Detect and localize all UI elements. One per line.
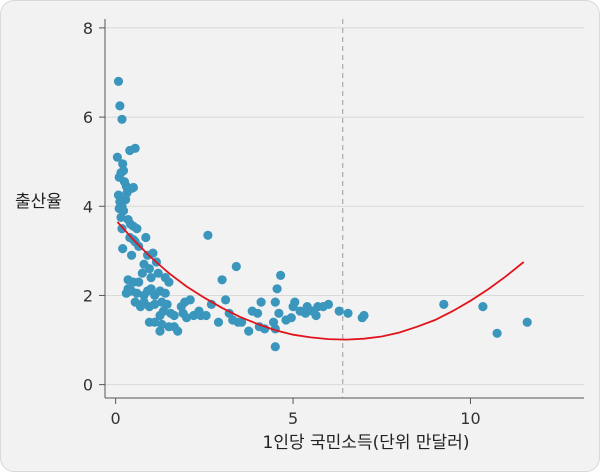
gridlines — [105, 27, 584, 386]
data-point — [118, 244, 128, 254]
x-axis-title: 1인당 국민소득(단위 만달러) — [263, 433, 470, 453]
data-point — [132, 224, 142, 234]
data-point — [127, 250, 137, 260]
x-tick-label: 10 — [460, 409, 480, 428]
data-point — [169, 310, 179, 321]
trend-curve — [116, 221, 525, 341]
data-point — [334, 306, 344, 316]
data-point — [153, 268, 163, 278]
data-point — [112, 152, 122, 162]
data-point — [160, 288, 170, 298]
data-point — [286, 313, 296, 323]
data-point — [253, 308, 263, 318]
data-point — [122, 188, 132, 198]
data-point — [115, 101, 125, 111]
data-point — [117, 114, 127, 124]
data-point — [522, 317, 532, 327]
y-tick-label: 4 — [83, 197, 93, 216]
data-point — [134, 277, 144, 287]
data-point — [150, 299, 160, 309]
data-point — [288, 302, 298, 312]
data-point — [141, 232, 151, 243]
data-point — [116, 212, 126, 222]
data-point — [359, 310, 369, 321]
x-tick-label: 5 — [288, 409, 298, 428]
data-point — [113, 76, 124, 86]
data-point — [478, 302, 488, 312]
y-axis-title: 출산율 — [15, 192, 62, 212]
data-point — [182, 313, 192, 323]
y-tick-label: 2 — [83, 286, 93, 305]
data-point — [144, 317, 154, 327]
data-point — [270, 297, 280, 307]
data-point — [118, 159, 128, 169]
data-point — [155, 310, 165, 321]
data-point — [323, 299, 334, 309]
data-point — [237, 317, 247, 327]
data-point — [274, 308, 284, 318]
data-point — [121, 288, 131, 298]
y-tick-label: 6 — [83, 108, 93, 127]
data-point — [256, 297, 266, 307]
data-point — [132, 288, 142, 298]
y-tick-label: 8 — [83, 19, 93, 38]
data-point — [244, 326, 254, 336]
data-point — [137, 268, 147, 278]
x-tick-label: 0 — [111, 409, 121, 428]
data-point — [231, 261, 241, 272]
data-point — [134, 241, 144, 251]
data-point — [217, 275, 227, 285]
data-point — [144, 264, 154, 274]
data-point — [164, 277, 174, 287]
data-point — [155, 326, 165, 336]
y-tick-label: 0 — [83, 376, 93, 395]
data-point — [343, 308, 353, 318]
data-points — [112, 76, 532, 352]
data-point — [272, 284, 282, 294]
data-point — [130, 143, 140, 153]
data-point — [213, 317, 224, 327]
data-point — [276, 270, 286, 280]
data-point — [173, 326, 183, 336]
data-point — [185, 295, 195, 305]
data-point — [270, 342, 280, 352]
data-point — [148, 248, 158, 258]
data-point — [128, 182, 138, 193]
data-point — [118, 166, 129, 176]
data-point — [201, 310, 211, 321]
data-point — [221, 295, 231, 305]
data-point — [311, 310, 321, 321]
axes: 0 2 4 6 8 0 5 10 — [83, 19, 584, 428]
data-point — [439, 299, 449, 309]
data-point — [203, 230, 213, 240]
data-point — [146, 273, 156, 283]
data-point — [492, 328, 502, 338]
